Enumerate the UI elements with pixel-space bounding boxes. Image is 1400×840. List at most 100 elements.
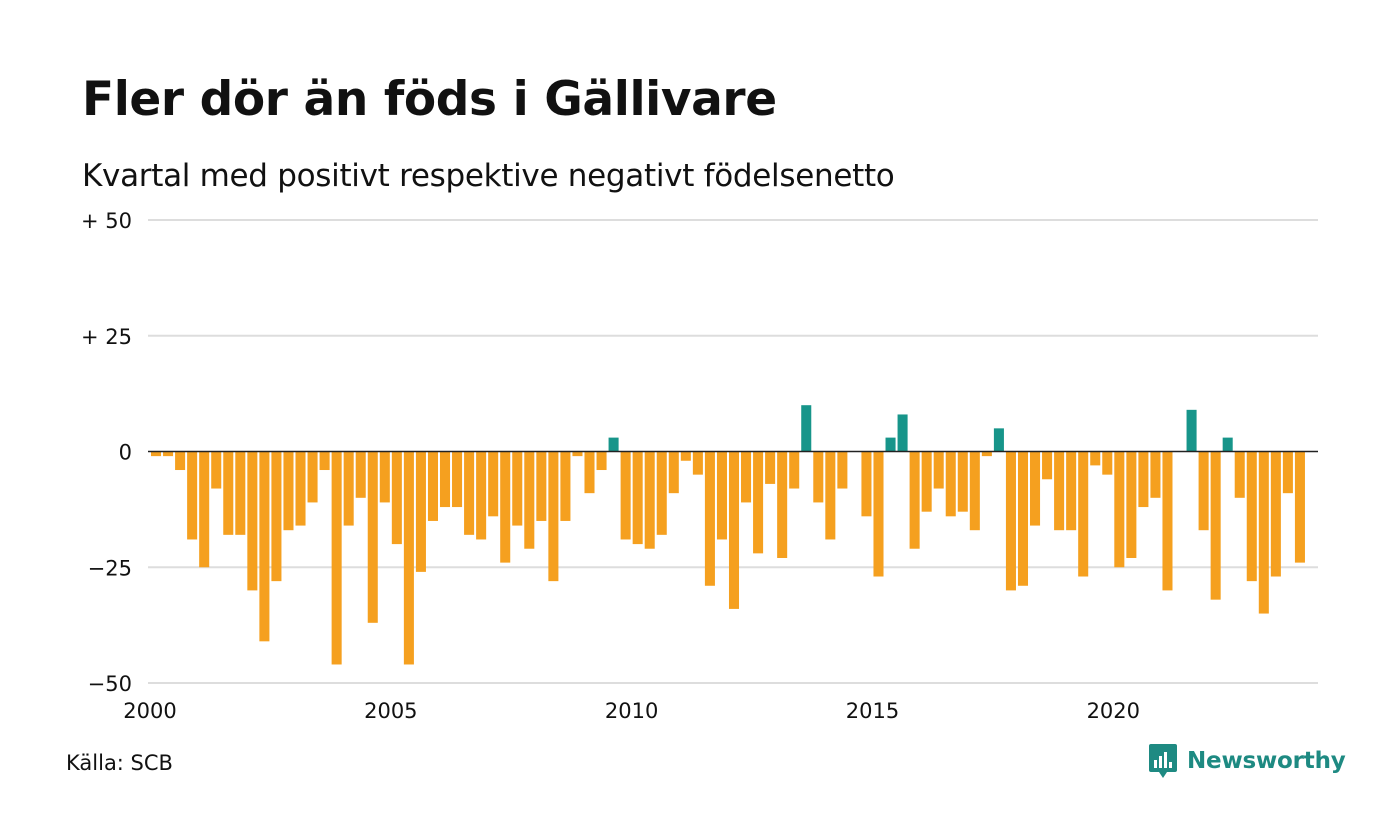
bar xyxy=(644,451,655,549)
bar xyxy=(801,405,812,452)
bar xyxy=(307,451,318,503)
y-tick-label: + 50 xyxy=(81,209,132,233)
bar xyxy=(536,451,547,521)
bar xyxy=(885,437,896,452)
bar xyxy=(379,451,390,503)
x-tick-label: 2005 xyxy=(364,699,417,723)
bar xyxy=(283,451,294,531)
bar xyxy=(403,451,414,665)
bar xyxy=(223,451,234,535)
bar xyxy=(957,451,968,512)
bar xyxy=(415,451,426,572)
bar xyxy=(1066,451,1077,531)
bar xyxy=(656,451,667,535)
bar xyxy=(933,451,944,489)
bar xyxy=(777,451,788,558)
bar xyxy=(692,451,703,475)
bar xyxy=(343,451,354,526)
bar xyxy=(439,451,451,508)
bar xyxy=(1186,409,1197,452)
bar xyxy=(993,428,1004,452)
bar xyxy=(873,451,884,577)
bar xyxy=(813,451,824,503)
bar xyxy=(704,451,715,586)
bar xyxy=(355,451,366,498)
bar xyxy=(632,451,643,545)
bar xyxy=(1258,451,1269,614)
bar xyxy=(1294,451,1305,563)
bar xyxy=(1030,451,1041,526)
bar xyxy=(367,451,378,623)
bar xyxy=(825,451,836,540)
bar xyxy=(512,451,523,526)
bar xyxy=(909,451,920,549)
chart-title: Fler dör än föds i Gällivare xyxy=(82,72,777,127)
bar xyxy=(295,451,306,526)
bar xyxy=(488,451,499,517)
bar xyxy=(175,451,186,471)
bar xyxy=(620,451,631,540)
bar xyxy=(1005,451,1016,591)
y-tick-label: + 25 xyxy=(81,325,132,349)
bar xyxy=(1150,451,1161,498)
bar xyxy=(1090,451,1101,466)
bar xyxy=(271,451,282,582)
bar xyxy=(500,451,511,563)
bar xyxy=(163,451,174,457)
bar xyxy=(1078,451,1089,577)
bar xyxy=(391,451,402,545)
bar xyxy=(1054,451,1065,531)
bar xyxy=(596,451,607,471)
bar xyxy=(1222,437,1233,452)
newsworthy-logo-icon xyxy=(1149,744,1177,778)
bar xyxy=(151,451,162,457)
brand-name: Newsworthy xyxy=(1187,748,1346,774)
bar xyxy=(753,451,764,554)
bar xyxy=(524,451,535,549)
bar xyxy=(584,451,595,494)
x-tick-label: 2000 xyxy=(123,699,176,723)
bar xyxy=(668,451,679,494)
bar xyxy=(1017,451,1029,586)
bar xyxy=(1126,451,1137,558)
bar xyxy=(897,414,908,452)
bar xyxy=(1114,451,1125,568)
bar xyxy=(1162,451,1173,591)
bar xyxy=(728,451,740,609)
y-tick-label: −50 xyxy=(88,672,132,696)
bar xyxy=(789,451,800,489)
chart-subtitle: Kvartal med positivt respektive negativt… xyxy=(82,158,895,194)
bar xyxy=(199,451,210,568)
bar xyxy=(476,451,487,540)
bar xyxy=(211,451,222,489)
bar xyxy=(247,451,258,591)
bar xyxy=(560,451,571,521)
bar xyxy=(1270,451,1281,577)
y-tick-label: 0 xyxy=(119,441,132,465)
bar xyxy=(548,451,559,582)
bar xyxy=(572,451,583,457)
bar xyxy=(921,451,932,512)
bar xyxy=(452,451,463,508)
x-axis-ticks: 2000 2005 2010 2015 2020 xyxy=(123,699,1140,723)
bar xyxy=(837,451,848,489)
bar xyxy=(765,451,776,484)
bar xyxy=(1102,451,1113,475)
bar xyxy=(235,451,246,535)
bar xyxy=(680,451,691,461)
bar xyxy=(1234,451,1245,498)
bar xyxy=(427,451,438,521)
y-axis-ticks: + 50 + 25 0 −25 −50 xyxy=(81,209,132,696)
bar xyxy=(608,437,619,452)
bar xyxy=(1246,451,1257,582)
x-tick-label: 2015 xyxy=(846,699,899,723)
bar xyxy=(464,451,475,535)
x-tick-label: 2010 xyxy=(605,699,658,723)
y-tick-label: −25 xyxy=(88,556,132,580)
bar xyxy=(969,451,980,531)
x-tick-label: 2020 xyxy=(1087,699,1140,723)
source-note: Källa: SCB xyxy=(66,751,173,775)
bar xyxy=(945,451,956,517)
bar xyxy=(861,451,872,517)
